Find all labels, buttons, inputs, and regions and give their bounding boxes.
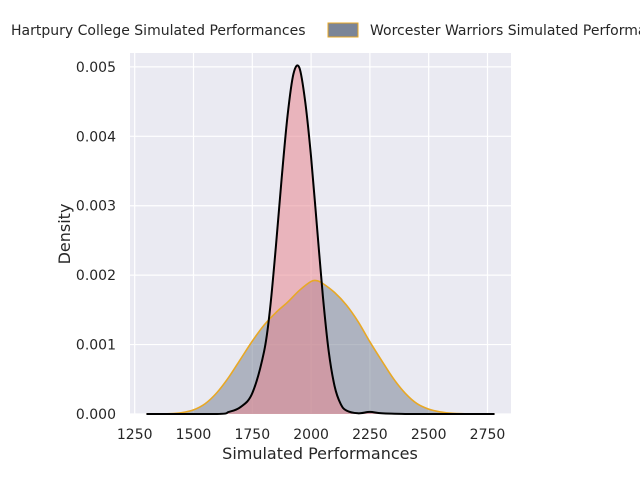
y-tick-label: 0.005 xyxy=(76,60,116,76)
y-tick-label: 0.002 xyxy=(76,268,116,284)
legend-label-worcester: Worcester Warriors Simulated Performance… xyxy=(370,23,640,39)
x-tick-label: 1250 xyxy=(117,427,153,443)
x-tick-label: 2500 xyxy=(411,427,447,443)
y-tick-label: 0.000 xyxy=(76,407,116,423)
x-tick-label: 2250 xyxy=(352,427,388,443)
legend-swatch-worcester xyxy=(327,22,359,38)
density-line-hartpury xyxy=(146,64,495,415)
density-area-hartpury xyxy=(146,65,495,414)
y-tick-label: 0.003 xyxy=(76,199,116,215)
x-tick-label: 1750 xyxy=(234,427,270,443)
x-tick-label: 2000 xyxy=(293,427,329,443)
legend: Hartpury College Simulated Performances … xyxy=(11,22,640,39)
x-tick-label: 2750 xyxy=(470,427,506,443)
x-axis-ticks: 1250 1500 1750 2000 2250 2500 2750 xyxy=(117,427,505,443)
x-tick-label: 1500 xyxy=(176,427,212,443)
legend-label-hartpury: Hartpury College Simulated Performances xyxy=(11,23,306,39)
y-axis-label: Density xyxy=(55,204,74,265)
y-tick-label: 0.001 xyxy=(76,338,116,354)
series-layer xyxy=(146,64,495,415)
x-axis-label: Simulated Performances xyxy=(222,444,418,463)
y-axis-ticks: 0.000 0.001 0.002 0.003 0.004 0.005 xyxy=(76,60,116,423)
y-tick-label: 0.004 xyxy=(76,129,116,145)
density-line-worcester xyxy=(146,279,495,415)
